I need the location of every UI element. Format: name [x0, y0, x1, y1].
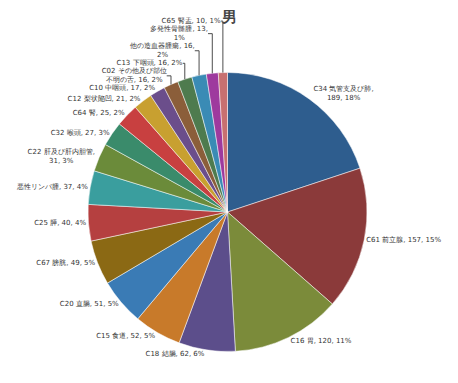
svg-text:他の造血器腫瘍, 16,2%: 他の造血器腫瘍, 16,2% — [130, 42, 195, 59]
svg-text:C16 胃, 120, 11%: C16 胃, 120, 11% — [291, 337, 352, 345]
svg-text:多発性骨髄腫, 13,1%: 多発性骨髄腫, 13,1% — [150, 25, 208, 42]
svg-text:悪性リンパ腫, 37, 4%: 悪性リンパ腫, 37, 4% — [16, 183, 88, 191]
svg-text:C64 腎, 25, 2%: C64 腎, 25, 2% — [73, 109, 125, 117]
svg-text:C25 膵, 40, 4%: C25 膵, 40, 4% — [34, 219, 86, 227]
svg-text:C67 膀胱, 49, 5%: C67 膀胱, 49, 5% — [36, 259, 95, 267]
svg-text:C34 気管支及び肺,189, 18%: C34 気管支及び肺,189, 18% — [313, 85, 373, 102]
svg-text:男: 男 — [221, 8, 237, 26]
svg-text:C32 喉頭, 27, 3%: C32 喉頭, 27, 3% — [51, 129, 110, 137]
svg-text:C65 腎盂, 10, 1%: C65 腎盂, 10, 1% — [162, 17, 221, 25]
svg-text:C61 前立腺, 157, 15%: C61 前立腺, 157, 15% — [366, 236, 441, 244]
svg-text:C12 梨状陥凹, 21, 2%: C12 梨状陥凹, 21, 2% — [68, 95, 141, 103]
svg-text:C13 下咽頭, 16, 2%: C13 下咽頭, 16, 2% — [117, 59, 183, 67]
svg-text:C18 結腸, 62, 6%: C18 結腸, 62, 6% — [146, 350, 205, 358]
svg-text:C22 肝及び肝内胆管,31, 3%: C22 肝及び肝内胆管,31, 3% — [28, 148, 95, 165]
svg-text:C10 中咽頭, 17, 2%: C10 中咽頭, 17, 2% — [89, 84, 155, 92]
svg-text:C15 食道, 52, 5%: C15 食道, 52, 5% — [96, 332, 155, 340]
svg-text:C20 直腸, 51, 5%: C20 直腸, 51, 5% — [60, 300, 119, 308]
svg-text:C02 その他及び部位不明の舌, 16, 2%: C02 その他及び部位不明の舌, 16, 2% — [102, 67, 167, 84]
